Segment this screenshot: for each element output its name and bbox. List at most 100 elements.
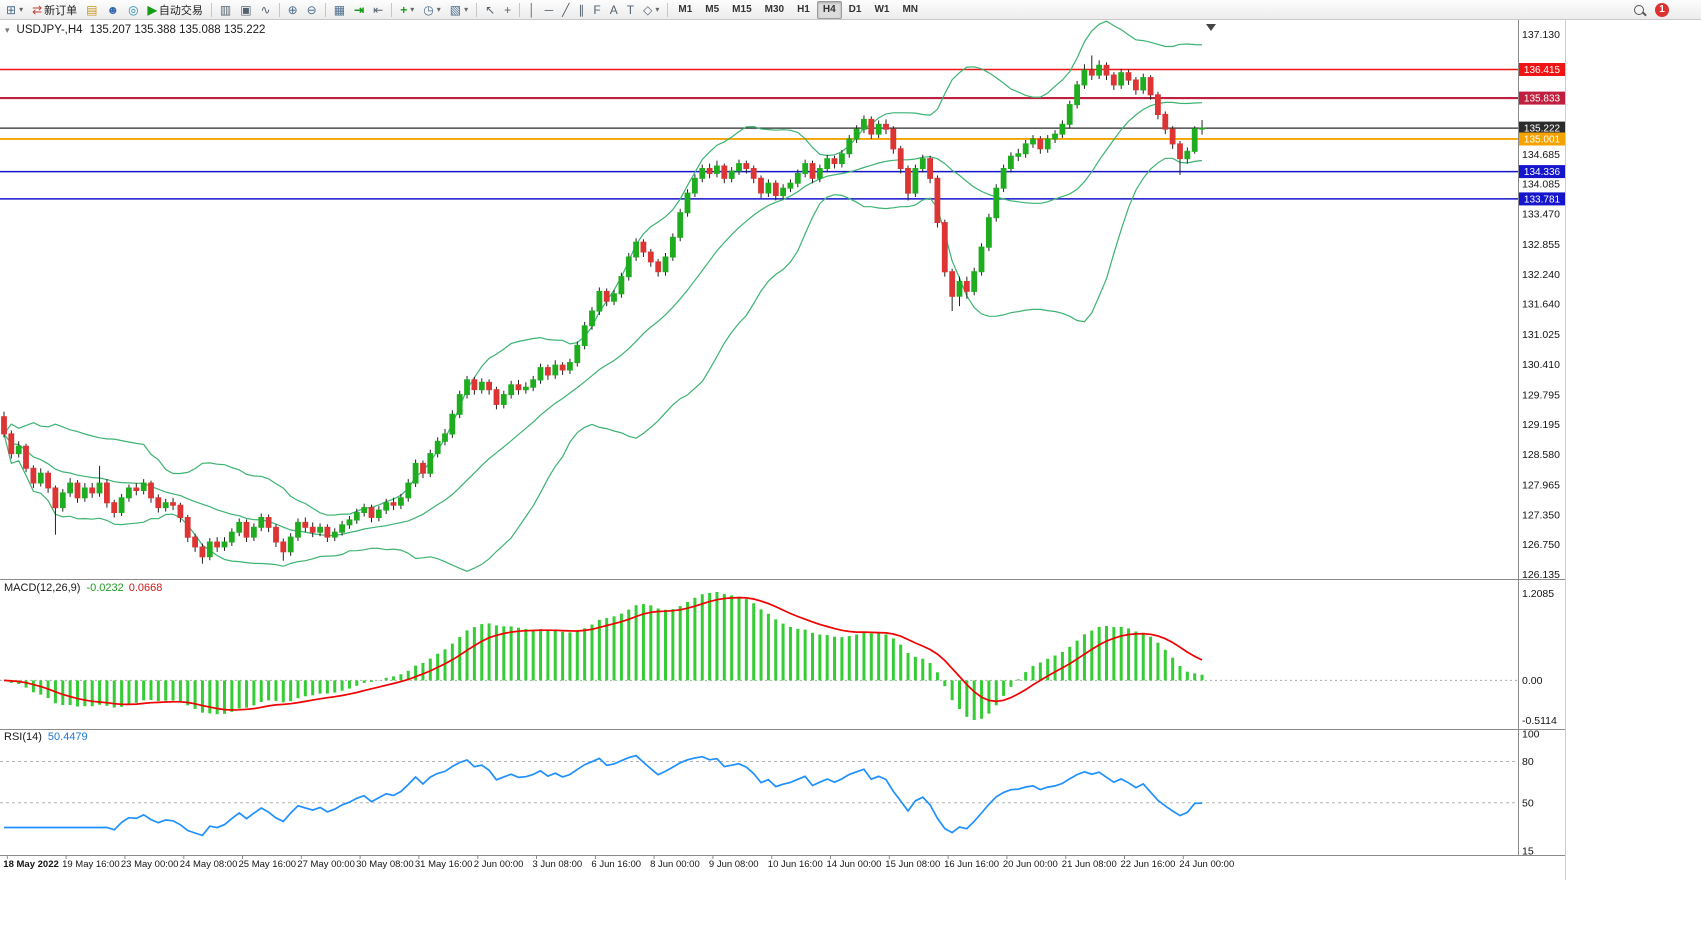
crosshair-button[interactable]: + bbox=[500, 1, 515, 19]
svg-text:133.470: 133.470 bbox=[1522, 209, 1560, 221]
svg-text:10 Jun 16:00: 10 Jun 16:00 bbox=[768, 859, 823, 870]
svg-text:126.750: 126.750 bbox=[1522, 539, 1560, 551]
market-icon: ◎ bbox=[128, 2, 139, 17]
zoom-in-button[interactable]: ⊕ bbox=[284, 1, 302, 19]
timeframe-m15-button[interactable]: M15 bbox=[732, 3, 752, 15]
timeframe-m30-button[interactable]: M30 bbox=[764, 3, 785, 15]
toolbar-separator bbox=[476, 2, 478, 17]
macd-panel bbox=[0, 592, 1518, 720]
svg-text:132.240: 132.240 bbox=[1522, 269, 1560, 281]
history-center-button[interactable]: ▤ bbox=[82, 1, 101, 19]
vertical-line-button[interactable]: │ bbox=[524, 1, 540, 19]
horizontal-line-button[interactable]: ─ bbox=[541, 1, 558, 19]
toolbar-separator bbox=[278, 2, 280, 17]
svg-text:80: 80 bbox=[1522, 756, 1534, 768]
zoom-out-icon: ⊖ bbox=[306, 2, 317, 17]
svg-text:8 Jun 00:00: 8 Jun 00:00 bbox=[650, 859, 700, 870]
chevron-down-icon: ▾ bbox=[464, 5, 469, 14]
candlestick-button[interactable]: ▣ bbox=[236, 1, 255, 19]
rsi-scale[interactable]: 100 80 50 15 bbox=[1522, 729, 1540, 858]
rsi-name: RSI(14) bbox=[4, 731, 42, 743]
crosshair-icon: + bbox=[504, 2, 512, 17]
timeframe-mn-button[interactable]: MN bbox=[902, 3, 919, 15]
svg-text:133.781: 133.781 bbox=[1524, 194, 1561, 205]
svg-text:23 May 00:00: 23 May 00:00 bbox=[121, 859, 179, 870]
svg-text:19 May 16:00: 19 May 16:00 bbox=[62, 859, 120, 870]
svg-text:0.00: 0.00 bbox=[1522, 675, 1543, 687]
community-icon: ☻ bbox=[106, 2, 120, 17]
history-center-icon: ▤ bbox=[86, 2, 98, 17]
search-icon bbox=[1634, 4, 1644, 15]
macd-indicator-label: MACD(12,26,9) -0.0232 0.0668 bbox=[4, 582, 162, 594]
svg-text:9 Jun 08:00: 9 Jun 08:00 bbox=[709, 859, 759, 870]
channel-button[interactable]: ∥ bbox=[574, 1, 588, 19]
candles bbox=[1, 55, 1205, 564]
time-axis[interactable]: 18 May 2022 19 May 16:00 23 May 00:00 24 Ma… bbox=[3, 855, 1234, 870]
svg-text:20 Jun 00:00: 20 Jun 00:00 bbox=[1003, 859, 1058, 870]
price-scale[interactable]: 137.130 134.685 134.085 133.470 132.855 132.2… bbox=[1519, 29, 1565, 581]
templates-button[interactable]: ▧ ▾ bbox=[446, 1, 472, 19]
auto-scroll-button[interactable]: ⇥ bbox=[350, 1, 368, 19]
shapes-button[interactable]: ◇ ▾ bbox=[639, 1, 663, 19]
toolbar-separator bbox=[667, 2, 669, 17]
template-icon: ▧ bbox=[449, 2, 462, 17]
svg-text:2 Jun 00:00: 2 Jun 00:00 bbox=[474, 859, 524, 870]
timeframe-h4-button[interactable]: H4 bbox=[816, 0, 842, 19]
notification-badge[interactable]: 1 bbox=[1655, 2, 1669, 17]
timeframe-h1-button[interactable]: H1 bbox=[797, 3, 810, 15]
svg-text:27 May 00:00: 27 May 00:00 bbox=[297, 859, 355, 870]
new-order-icon: ⇄ bbox=[32, 2, 43, 17]
svg-text:127.965: 127.965 bbox=[1522, 479, 1560, 491]
text-tool-button[interactable]: A bbox=[606, 1, 622, 19]
timeframe-w1-button[interactable]: W1 bbox=[874, 3, 890, 15]
tile-windows-button[interactable]: ▦ bbox=[330, 1, 349, 19]
macd-name: MACD(12,26,9) bbox=[4, 582, 81, 594]
line-chart-icon: ∿ bbox=[260, 2, 271, 17]
zoom-out-button[interactable]: ⊖ bbox=[303, 1, 321, 19]
macd-main-value: -0.0232 bbox=[86, 582, 124, 594]
chevron-down-icon: ▾ bbox=[410, 5, 415, 14]
rsi-panel bbox=[0, 754, 1518, 837]
channel-icon: ∥ bbox=[578, 2, 585, 17]
search-button[interactable] bbox=[1630, 1, 1648, 19]
timeframe-m1-button[interactable]: M1 bbox=[678, 3, 693, 15]
svg-text:132.855: 132.855 bbox=[1522, 239, 1560, 251]
svg-text:18 May 2022: 18 May 2022 bbox=[3, 859, 58, 870]
macd-scale[interactable]: 1.2085 0.00 -0.5114 bbox=[1522, 588, 1557, 727]
svg-text:136.415: 136.415 bbox=[1524, 65, 1561, 76]
new-order-button[interactable]: ⇄ 新订单 bbox=[28, 1, 81, 19]
indicators-button[interactable]: + ▾ bbox=[396, 1, 418, 19]
market-button[interactable]: ◎ bbox=[124, 1, 142, 19]
shift-marker-icon bbox=[1206, 24, 1216, 31]
svg-text:1.2085: 1.2085 bbox=[1522, 588, 1554, 600]
svg-text:30 May 08:00: 30 May 08:00 bbox=[356, 859, 414, 870]
autotrade-button[interactable]: ▶ 自动交易 bbox=[144, 1, 207, 19]
chart-shift-button[interactable]: ⇤ bbox=[369, 1, 387, 19]
periods-button[interactable]: ◷ ▾ bbox=[419, 1, 445, 19]
svg-text:100: 100 bbox=[1522, 729, 1540, 741]
cursor-icon: ↖ bbox=[485, 2, 496, 17]
symbol-title: USDJPY-,H4 bbox=[16, 24, 83, 36]
svg-text:135.833: 135.833 bbox=[1524, 94, 1561, 105]
trendline-button[interactable]: ╱ bbox=[558, 1, 573, 19]
horizontal-line-icon: ─ bbox=[544, 2, 554, 17]
bollinger-bands bbox=[3, 20, 1203, 572]
chevron-down-icon: ▾ bbox=[655, 5, 660, 14]
toolbar-separator bbox=[324, 2, 326, 17]
label-tool-button[interactable]: T bbox=[623, 1, 638, 19]
label-tool-icon: T bbox=[626, 2, 635, 17]
timeframe-m5-button[interactable]: M5 bbox=[705, 3, 720, 15]
line-chart-button[interactable]: ∿ bbox=[257, 1, 275, 19]
add-indicator-icon: + bbox=[400, 2, 408, 17]
chart-window-button[interactable]: ⊞ ▾ bbox=[2, 1, 27, 19]
macd-signal-value: 0.0668 bbox=[128, 582, 163, 594]
fibonacci-button[interactable]: F bbox=[589, 1, 604, 19]
community-button[interactable]: ☻ bbox=[102, 1, 123, 19]
chart-canvas[interactable]: 137.130 134.685 134.085 133.470 132.855 132.2… bbox=[0, 20, 1570, 880]
svg-text:6 Jun 16:00: 6 Jun 16:00 bbox=[591, 859, 641, 870]
cursor-button[interactable]: ↖ bbox=[481, 1, 499, 19]
bar-chart-button[interactable]: ▥ bbox=[216, 1, 235, 19]
svg-text:135.001: 135.001 bbox=[1524, 135, 1561, 146]
svg-text:-0.5114: -0.5114 bbox=[1522, 715, 1557, 727]
timeframe-d1-button[interactable]: D1 bbox=[848, 3, 862, 15]
